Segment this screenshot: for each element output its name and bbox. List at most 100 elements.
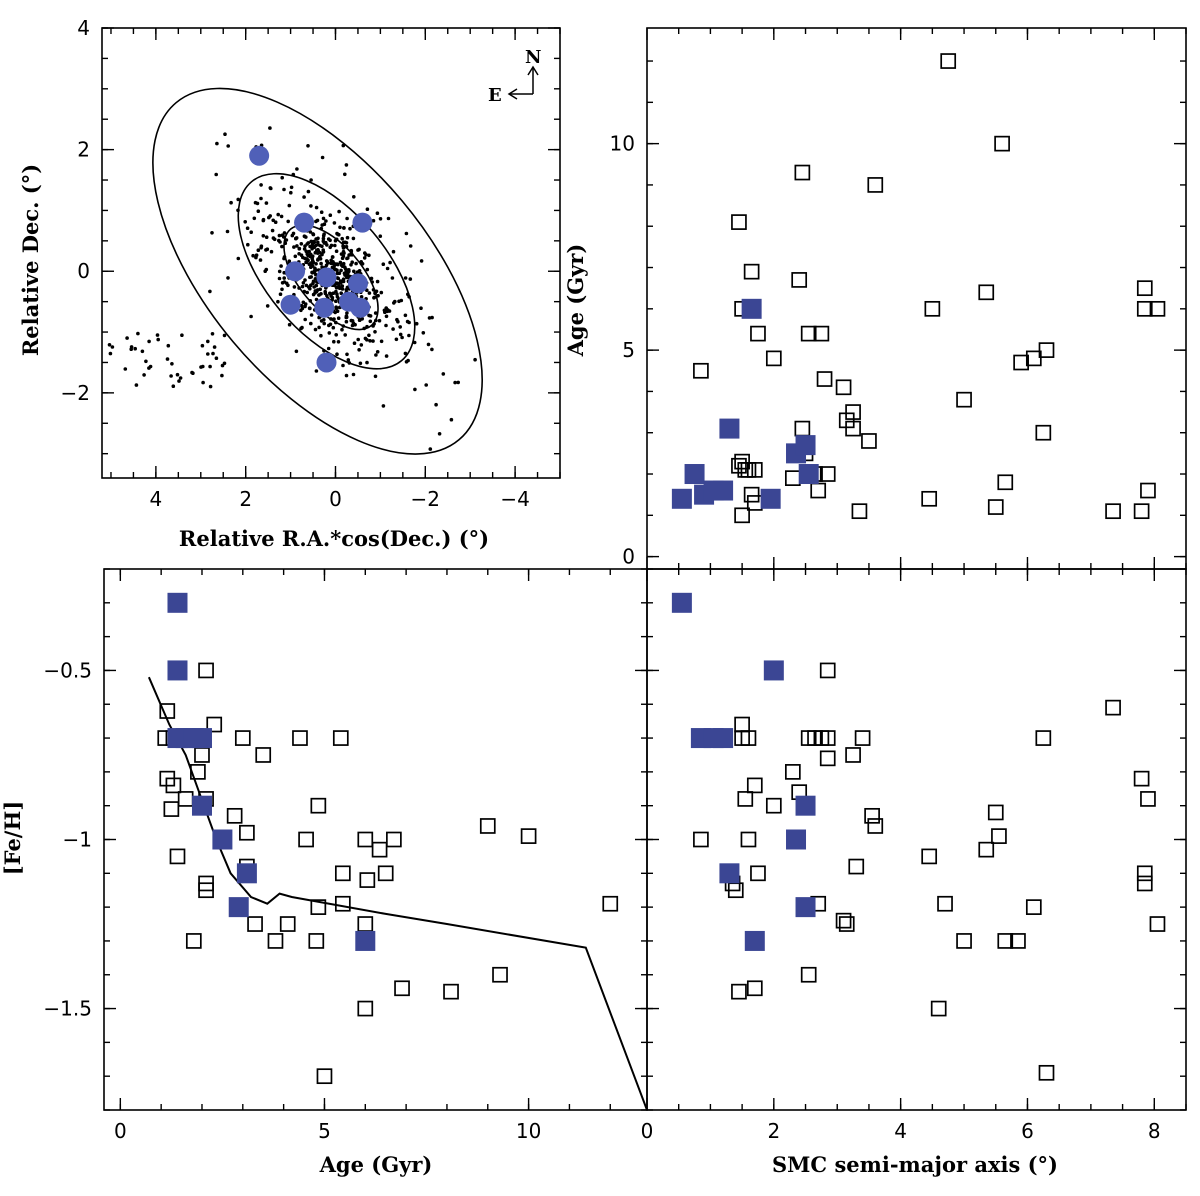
ellipse-2	[237, 172, 416, 370]
cluster-open-square	[845, 747, 861, 763]
field-cluster-dot	[303, 256, 307, 261]
field-cluster-dot	[352, 195, 356, 199]
field-cluster-dot	[282, 187, 286, 192]
field-cluster-dot	[322, 318, 326, 322]
field-cluster-dot	[373, 291, 378, 295]
field-cluster-dot	[306, 144, 310, 148]
field-cluster-dot	[407, 295, 411, 299]
field-cluster-dot	[345, 235, 350, 240]
cluster-open-square	[359, 872, 376, 888]
field-cluster-dot	[302, 289, 307, 294]
field-cluster-dot	[334, 237, 339, 242]
cluster-open-square	[298, 831, 314, 848]
field-cluster-dot	[180, 333, 184, 338]
field-cluster-dot	[259, 196, 263, 201]
field-cluster-dot	[360, 317, 364, 321]
highlighted-cluster	[352, 212, 373, 233]
field-cluster-dot	[370, 280, 375, 284]
field-cluster-dot	[403, 276, 408, 280]
field-cluster-dot	[334, 320, 338, 325]
field-cluster-dot	[294, 349, 299, 354]
field-cluster-dot	[377, 318, 382, 323]
field-cluster-dot	[434, 402, 438, 407]
field-cluster-dot	[319, 261, 323, 266]
field-cluster-dot	[277, 276, 282, 281]
cluster-open-square	[1025, 899, 1042, 915]
cluster-open-square	[746, 462, 763, 478]
field-cluster-dot	[210, 231, 214, 235]
feh-axis-x-tick-label: 6	[1021, 1119, 1034, 1143]
field-cluster-dot	[338, 225, 342, 230]
field-cluster-dot	[373, 374, 378, 379]
field-cluster-dot	[337, 271, 342, 276]
cluster-open-square	[997, 933, 1014, 949]
field-cluster-dot	[375, 350, 380, 354]
cluster-open-square	[819, 730, 836, 746]
field-cluster-dot	[333, 283, 337, 288]
field-cluster-dot	[302, 234, 307, 238]
field-cluster-dot	[403, 313, 408, 318]
cluster-open-square	[997, 474, 1014, 491]
field-cluster-dot	[340, 284, 345, 288]
cluster-open-square	[978, 841, 995, 858]
field-cluster-dot	[339, 291, 344, 296]
field-cluster-dot	[269, 249, 274, 254]
cluster-open-square	[255, 747, 272, 763]
field-cluster-dot	[208, 289, 212, 294]
cluster-open-square	[479, 818, 496, 834]
field-cluster-dot	[384, 323, 388, 328]
field-cluster-dot	[147, 339, 151, 344]
field-cluster-dot	[225, 229, 230, 234]
cluster-open-square	[819, 662, 836, 679]
field-cluster-dot	[287, 322, 292, 327]
field-cluster-dot	[381, 262, 386, 267]
cluster-open-square	[851, 503, 868, 520]
field-cluster-dot	[430, 347, 434, 352]
cluster-open-square	[848, 858, 865, 875]
field-cluster-dot	[428, 447, 433, 451]
field-cluster-dot	[419, 259, 424, 263]
feh-axis-x-tick-label: 8	[1148, 1119, 1161, 1143]
field-cluster-dot	[329, 261, 333, 266]
field-cluster-dot	[133, 346, 137, 351]
cluster-open-square	[159, 703, 176, 719]
field-cluster-dot	[413, 387, 417, 392]
field-cluster-dot	[324, 240, 328, 245]
field-cluster-dot	[337, 209, 341, 214]
field-cluster-dot	[245, 226, 250, 230]
field-cluster-dot	[313, 277, 318, 281]
cluster-open-square	[332, 730, 349, 746]
cluster-open-square	[1149, 300, 1166, 317]
field-cluster-dot	[289, 185, 294, 190]
field-cluster-dot	[341, 249, 346, 254]
feh-age-y-tick-label: −0.5	[43, 658, 92, 682]
highlighted-cluster	[280, 294, 301, 315]
cluster-open-square	[177, 791, 194, 807]
age-metallicity-relation	[147, 676, 648, 1111]
field-cluster-dot	[226, 144, 230, 148]
cluster-open-square	[731, 983, 747, 1000]
field-cluster-dot	[222, 333, 227, 338]
field-cluster-dot	[306, 189, 311, 194]
field-cluster-dot	[317, 325, 321, 330]
cluster-open-square	[443, 983, 459, 1000]
cluster-open-square	[734, 716, 750, 733]
field-cluster-dot	[344, 373, 349, 378]
cluster-open-square	[492, 966, 508, 983]
field-cluster-dot	[388, 260, 392, 265]
field-cluster-dot	[279, 264, 283, 268]
field-cluster-dot	[291, 172, 296, 177]
cluster-open-square	[226, 807, 243, 824]
cluster-open-square	[937, 895, 953, 912]
map-y-axis-label: Relative Dec. (°)	[18, 164, 43, 356]
cluster-open-square	[765, 797, 782, 814]
field-cluster-dot	[347, 253, 351, 257]
cluster-open-square	[813, 325, 830, 342]
cluster-open-square	[267, 933, 284, 949]
field-cluster-dot	[206, 339, 210, 344]
cluster-open-square	[185, 933, 202, 949]
field-cluster-dot	[412, 340, 417, 345]
field-cluster-dot	[312, 270, 317, 275]
field-cluster-dot	[395, 317, 399, 322]
